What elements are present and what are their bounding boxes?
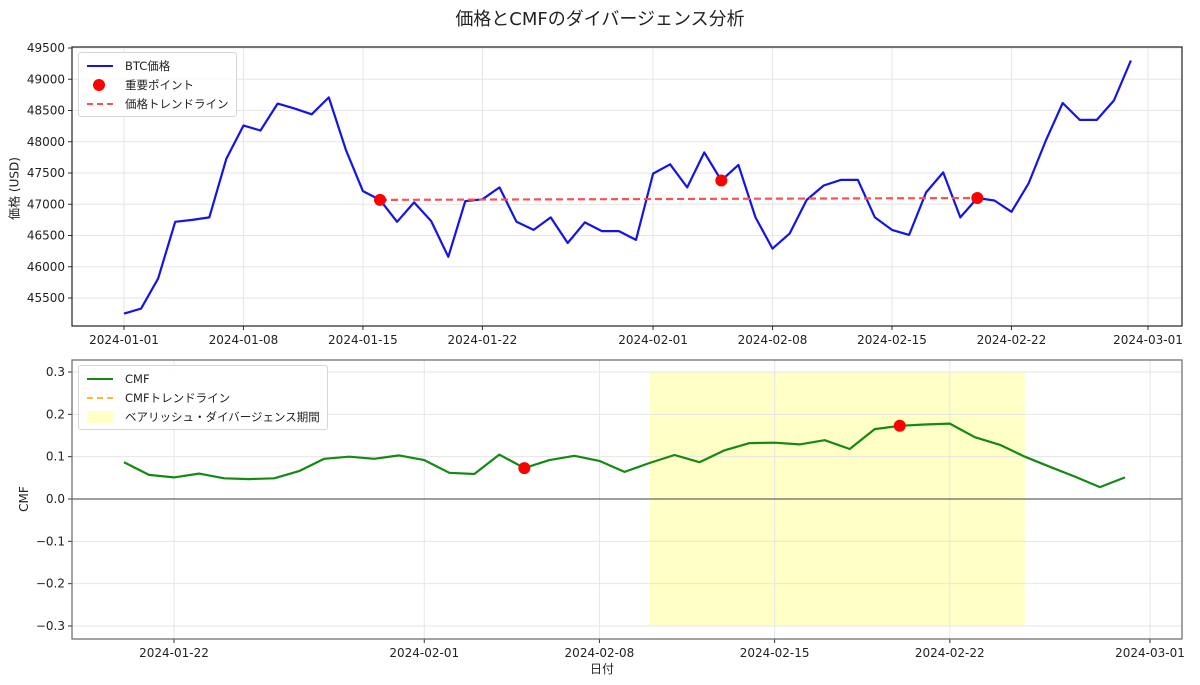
btc-price-line <box>123 60 1132 315</box>
x-tick-label: 2024-02-01 <box>389 646 459 660</box>
x-tick-label: 2024-01-01 <box>89 333 159 347</box>
legend-label: 重要ポイント <box>125 77 194 92</box>
y-tick-label: 48500 <box>27 104 65 118</box>
x-tick-label: 2024-01-22 <box>448 333 518 347</box>
y-tick-label: 49000 <box>27 72 65 86</box>
line-swatch-icon <box>85 373 115 385</box>
figure-title: 価格とCMFのダイバージェンス分析 <box>455 9 745 30</box>
legend-label: CMF <box>125 371 150 386</box>
x-tick-label: 2024-02-15 <box>740 646 810 660</box>
key-point-marker <box>374 193 386 206</box>
x-tick-label: 2024-02-01 <box>618 333 688 347</box>
legend-label: BTC価格 <box>125 58 171 73</box>
legend-label: ベアリッシュ・ダイバージェンス期間 <box>125 409 320 424</box>
x-tick-label: 2024-03-01 <box>1113 333 1183 347</box>
price-panel: 45500 46000 46500 47000 47500 48000 48500 49000… <box>27 41 1183 347</box>
legend-label: CMFトレンドライン <box>125 390 231 405</box>
y-tick-label: 47000 <box>27 197 65 211</box>
legend-item-price-trendline: 価格トレンドライン <box>85 94 229 113</box>
y-tick-label: 0.0 <box>46 492 65 506</box>
y-tick-label: 46500 <box>27 229 65 243</box>
cmf-legend: CMF CMFトレンドライン ベアリッシュ・ダイバージェンス期間 <box>78 365 328 430</box>
y-tick-label: 0.1 <box>46 450 65 464</box>
x-tick-label: 2024-01-15 <box>328 333 398 347</box>
y-tick-label: 47500 <box>27 166 65 180</box>
legend-item-cmf-trendline: CMFトレンドライン <box>85 388 320 407</box>
key-point-marker <box>893 419 906 432</box>
y-tick-label: −0.2 <box>36 577 65 591</box>
y-tick-label: −0.1 <box>36 534 65 548</box>
legend-item-btc-price: BTC価格 <box>85 56 229 75</box>
y-tick-label: 49500 <box>27 41 65 55</box>
axes-frame <box>71 359 1183 640</box>
legend-item-bearish-divergence: ベアリッシュ・ダイバージェンス期間 <box>85 407 320 426</box>
x-tick-label: 2024-02-15 <box>857 333 927 347</box>
dashed-line-swatch-icon <box>85 98 115 110</box>
y-tick-label: 0.2 <box>46 407 65 421</box>
line-swatch-icon <box>85 60 115 72</box>
key-point-marker <box>715 174 728 187</box>
y-tick-label: 0.3 <box>46 365 65 379</box>
key-point-marker <box>518 462 531 475</box>
x-tick-label: 2024-02-08 <box>738 333 808 347</box>
price-legend: BTC価格 重要ポイント 価格トレンドライン <box>78 52 237 117</box>
price-trendline <box>379 196 978 201</box>
legend-item-cmf: CMF <box>85 369 320 388</box>
x-tick-label: 2024-03-01 <box>1115 646 1185 660</box>
x-tick-label: 2024-02-22 <box>915 646 985 660</box>
x-tick-label: 2024-01-22 <box>139 646 209 660</box>
y-tick-label: 45500 <box>27 291 65 305</box>
price-y-axis-label: 価格 (USD) <box>7 157 22 220</box>
x-tick-label: 2024-01-08 <box>209 333 279 347</box>
axes-frame <box>71 46 1183 327</box>
date-x-axis-label: 日付 <box>589 662 614 676</box>
dashed-line-swatch-icon <box>85 392 115 404</box>
cmf-panel: −0.3 −0.2 −0.1 0.0 0.1 0.2 0.3 2024-01-22 2024-0… <box>36 359 1185 660</box>
shaded-patch-icon <box>85 410 115 423</box>
key-point-marker <box>971 192 984 204</box>
y-tick-label: 48000 <box>27 135 65 149</box>
y-tick-label: 46000 <box>27 260 65 274</box>
y-tick-label: −0.3 <box>36 619 65 633</box>
x-tick-label: 2024-02-08 <box>565 646 635 660</box>
x-tick-label: 2024-02-22 <box>977 333 1047 347</box>
dot-marker-icon <box>85 78 115 91</box>
legend-label: 価格トレンドライン <box>125 96 229 111</box>
cmf-line <box>123 422 1126 489</box>
cmf-y-axis-label: CMF <box>17 486 31 512</box>
legend-item-key-points: 重要ポイント <box>85 75 229 94</box>
